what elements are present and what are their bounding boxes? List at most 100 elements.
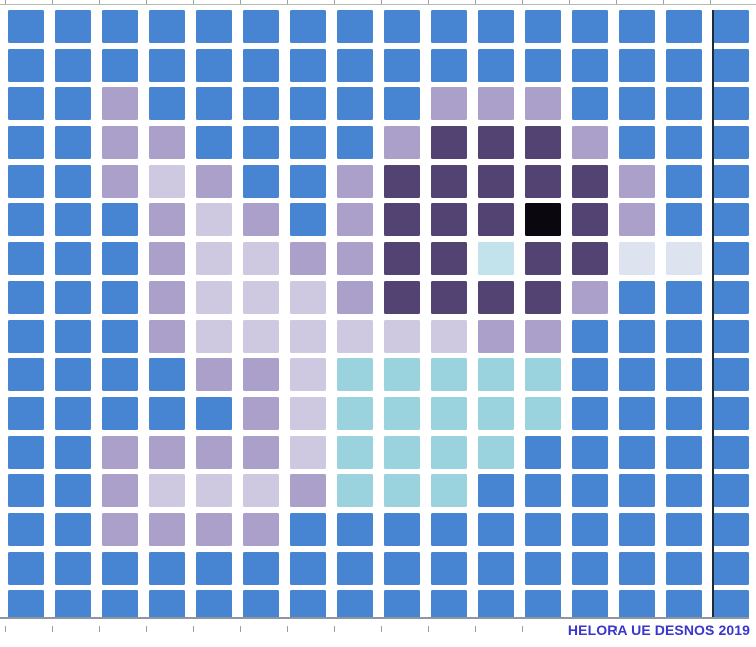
grid-cell[interactable] bbox=[55, 396, 91, 430]
grid-cell[interactable] bbox=[55, 203, 91, 237]
grid-cell[interactable] bbox=[431, 551, 467, 585]
grid-cell[interactable] bbox=[619, 87, 655, 121]
grid-cell[interactable] bbox=[431, 358, 467, 392]
grid-cell[interactable] bbox=[337, 358, 373, 392]
grid-cell[interactable] bbox=[337, 48, 373, 82]
grid-cell[interactable] bbox=[196, 435, 232, 469]
grid-cell[interactable] bbox=[525, 435, 561, 469]
grid-cell[interactable] bbox=[478, 203, 514, 237]
grid-cell[interactable] bbox=[102, 48, 138, 82]
grid-cell[interactable] bbox=[666, 512, 702, 546]
grid-cell[interactable] bbox=[337, 126, 373, 160]
grid-cell[interactable] bbox=[290, 319, 326, 353]
grid-cell[interactable] bbox=[478, 551, 514, 585]
grid-cell[interactable] bbox=[384, 435, 420, 469]
grid-cell[interactable] bbox=[337, 164, 373, 198]
grid-cell[interactable] bbox=[619, 435, 655, 469]
grid-cell[interactable] bbox=[431, 242, 467, 276]
grid-cell[interactable] bbox=[431, 512, 467, 546]
grid-cell[interactable] bbox=[290, 474, 326, 508]
grid-cell[interactable] bbox=[384, 512, 420, 546]
grid-cell[interactable] bbox=[478, 280, 514, 314]
grid-cell[interactable] bbox=[290, 87, 326, 121]
grid-cell[interactable] bbox=[666, 590, 702, 618]
grid-cell[interactable] bbox=[102, 358, 138, 392]
grid-cell[interactable] bbox=[384, 551, 420, 585]
grid-cell[interactable] bbox=[149, 474, 185, 508]
grid-cell[interactable] bbox=[55, 242, 91, 276]
grid-cell[interactable] bbox=[431, 203, 467, 237]
grid-cell[interactable] bbox=[713, 126, 749, 160]
grid-cell[interactable] bbox=[384, 87, 420, 121]
grid-cell[interactable] bbox=[619, 551, 655, 585]
grid-cell[interactable] bbox=[666, 126, 702, 160]
grid-cell[interactable] bbox=[8, 435, 44, 469]
grid-cell[interactable] bbox=[478, 358, 514, 392]
grid-cell[interactable] bbox=[149, 10, 185, 43]
grid-cell[interactable] bbox=[478, 87, 514, 121]
grid-cell[interactable] bbox=[478, 396, 514, 430]
grid-cell[interactable] bbox=[196, 358, 232, 392]
grid-cell[interactable] bbox=[196, 474, 232, 508]
grid-cell[interactable] bbox=[8, 48, 44, 82]
grid-cell[interactable] bbox=[619, 319, 655, 353]
grid-cell[interactable] bbox=[196, 590, 232, 618]
grid-cell[interactable] bbox=[572, 126, 608, 160]
grid-cell[interactable] bbox=[243, 319, 279, 353]
grid-cell[interactable] bbox=[290, 280, 326, 314]
grid-cell[interactable] bbox=[102, 474, 138, 508]
grid-cell[interactable] bbox=[102, 126, 138, 160]
grid-cell[interactable] bbox=[619, 474, 655, 508]
grid-cell[interactable] bbox=[8, 242, 44, 276]
grid-cell[interactable] bbox=[337, 319, 373, 353]
grid-cell[interactable] bbox=[572, 242, 608, 276]
grid-cell[interactable] bbox=[102, 396, 138, 430]
grid-cell[interactable] bbox=[666, 87, 702, 121]
grid-cell[interactable] bbox=[290, 396, 326, 430]
grid-cell[interactable] bbox=[8, 590, 44, 618]
grid-cell[interactable] bbox=[337, 396, 373, 430]
grid-cell[interactable] bbox=[196, 551, 232, 585]
grid-cell[interactable] bbox=[149, 203, 185, 237]
grid-cell[interactable] bbox=[384, 48, 420, 82]
grid-cell[interactable] bbox=[243, 203, 279, 237]
grid-cell[interactable] bbox=[384, 10, 420, 43]
grid-cell[interactable] bbox=[384, 126, 420, 160]
grid-cell[interactable] bbox=[149, 126, 185, 160]
grid-cell[interactable] bbox=[384, 474, 420, 508]
grid-cell[interactable] bbox=[290, 551, 326, 585]
grid-cell[interactable] bbox=[572, 203, 608, 237]
grid-cell[interactable] bbox=[55, 319, 91, 353]
grid-cell[interactable] bbox=[8, 319, 44, 353]
grid-cell[interactable] bbox=[713, 164, 749, 198]
grid-cell[interactable] bbox=[525, 164, 561, 198]
grid-cell[interactable] bbox=[102, 242, 138, 276]
grid-cell[interactable] bbox=[666, 319, 702, 353]
grid-cell[interactable] bbox=[478, 435, 514, 469]
grid-cell[interactable] bbox=[55, 358, 91, 392]
grid-cell[interactable] bbox=[525, 10, 561, 43]
grid-cell[interactable] bbox=[8, 10, 44, 43]
grid-cell[interactable] bbox=[8, 551, 44, 585]
grid-cell[interactable] bbox=[55, 512, 91, 546]
grid-cell[interactable] bbox=[243, 358, 279, 392]
grid-cell[interactable] bbox=[243, 512, 279, 546]
grid-cell[interactable] bbox=[525, 319, 561, 353]
grid-cell[interactable] bbox=[290, 126, 326, 160]
grid-cell[interactable] bbox=[243, 280, 279, 314]
grid-cell[interactable] bbox=[478, 164, 514, 198]
grid-cell[interactable] bbox=[290, 358, 326, 392]
grid-cell[interactable] bbox=[243, 48, 279, 82]
grid-cell[interactable] bbox=[8, 474, 44, 508]
grid-cell[interactable] bbox=[525, 242, 561, 276]
grid-cell[interactable] bbox=[666, 164, 702, 198]
grid-cell[interactable] bbox=[478, 512, 514, 546]
grid-cell[interactable] bbox=[431, 319, 467, 353]
grid-cell[interactable] bbox=[431, 10, 467, 43]
grid-cell[interactable] bbox=[666, 280, 702, 314]
grid-cell[interactable] bbox=[619, 590, 655, 618]
grid-cell[interactable] bbox=[666, 435, 702, 469]
grid-cell[interactable] bbox=[619, 358, 655, 392]
grid-cell[interactable] bbox=[478, 126, 514, 160]
grid-cell[interactable] bbox=[525, 474, 561, 508]
